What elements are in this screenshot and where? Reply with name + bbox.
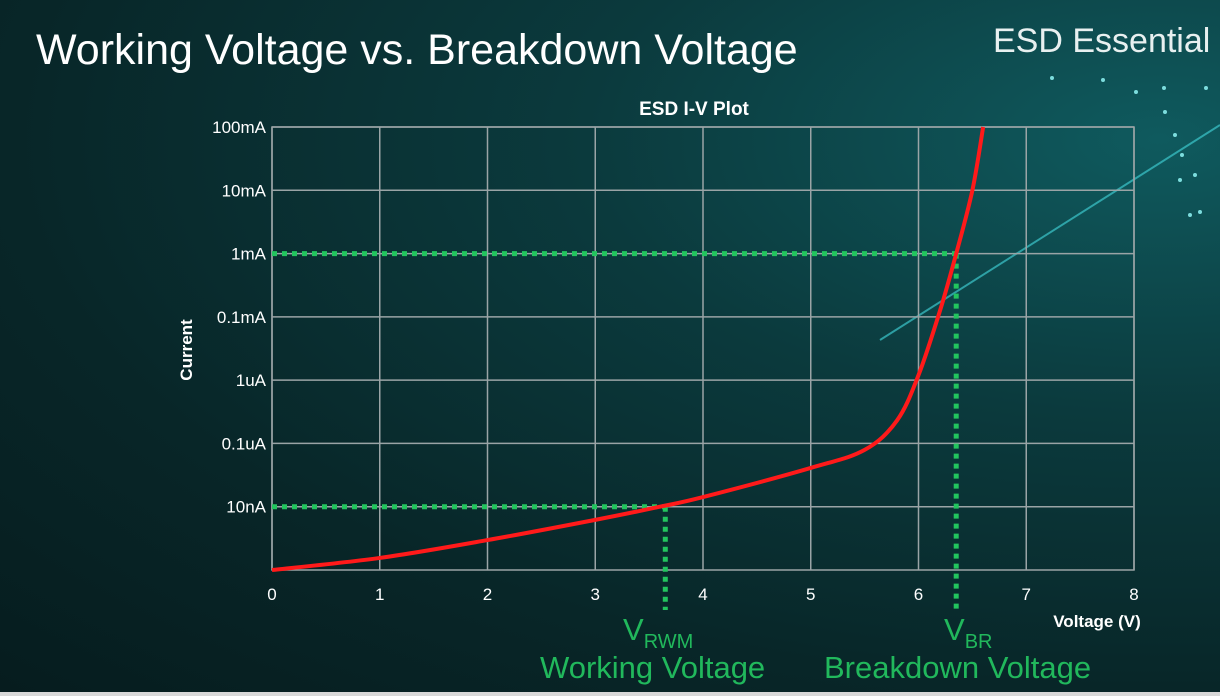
star	[1204, 86, 1208, 90]
x-tick-label: 8	[1129, 585, 1138, 604]
breakdown-voltage-label: Breakdown Voltage	[824, 650, 1092, 685]
y-tick-label: 1mA	[231, 245, 267, 264]
x-tick-label: 3	[591, 585, 600, 604]
vrwm-symbol: V	[623, 612, 644, 647]
y-axis-label: Current	[177, 319, 196, 381]
brand-title: ESD Essential	[993, 22, 1211, 60]
star	[1180, 153, 1184, 157]
slide-title: Working Voltage vs. Breakdown Voltage	[36, 26, 798, 74]
vbr-subscript: BR	[964, 631, 993, 653]
star	[1162, 86, 1166, 90]
x-tick-label: 7	[1022, 585, 1031, 604]
decorative-stars	[1050, 76, 1208, 217]
bottom-border	[0, 692, 1220, 696]
x-tick-label: 5	[806, 585, 815, 604]
star	[1198, 210, 1202, 214]
star	[1173, 133, 1177, 137]
vrwm-subscript: RWM	[643, 631, 694, 653]
x-axis-label: Voltage (V)	[1053, 612, 1141, 631]
star	[1188, 213, 1192, 217]
iv-curve	[271, 126, 986, 572]
x-tick-label: 0	[267, 585, 276, 604]
star	[1101, 78, 1105, 82]
star	[1163, 110, 1167, 114]
x-tick-label: 1	[375, 585, 384, 604]
star	[1178, 178, 1182, 182]
y-tick-label: 1uA	[236, 371, 267, 390]
vbr-label: VBR	[944, 612, 992, 654]
vbr-symbol: V	[944, 612, 965, 647]
x-tick-label: 6	[914, 585, 923, 604]
star	[1193, 173, 1197, 177]
x-tick-label: 2	[483, 585, 492, 604]
vrwm-label: VRWM	[623, 612, 693, 654]
y-tick-label: 0.1uA	[222, 434, 267, 453]
star	[1134, 90, 1138, 94]
star	[1050, 76, 1054, 80]
y-tick-label: 0.1mA	[217, 308, 267, 327]
x-tick-label: 4	[698, 585, 707, 604]
decorative-light-streak	[879, 124, 1220, 341]
y-tick-label: 100mA	[212, 118, 267, 137]
working-voltage-label: Working Voltage	[540, 650, 766, 685]
y-tick-label: 10mA	[222, 181, 267, 200]
chart-title: ESD I-V Plot	[639, 99, 749, 120]
y-tick-label: 10nA	[226, 498, 266, 517]
